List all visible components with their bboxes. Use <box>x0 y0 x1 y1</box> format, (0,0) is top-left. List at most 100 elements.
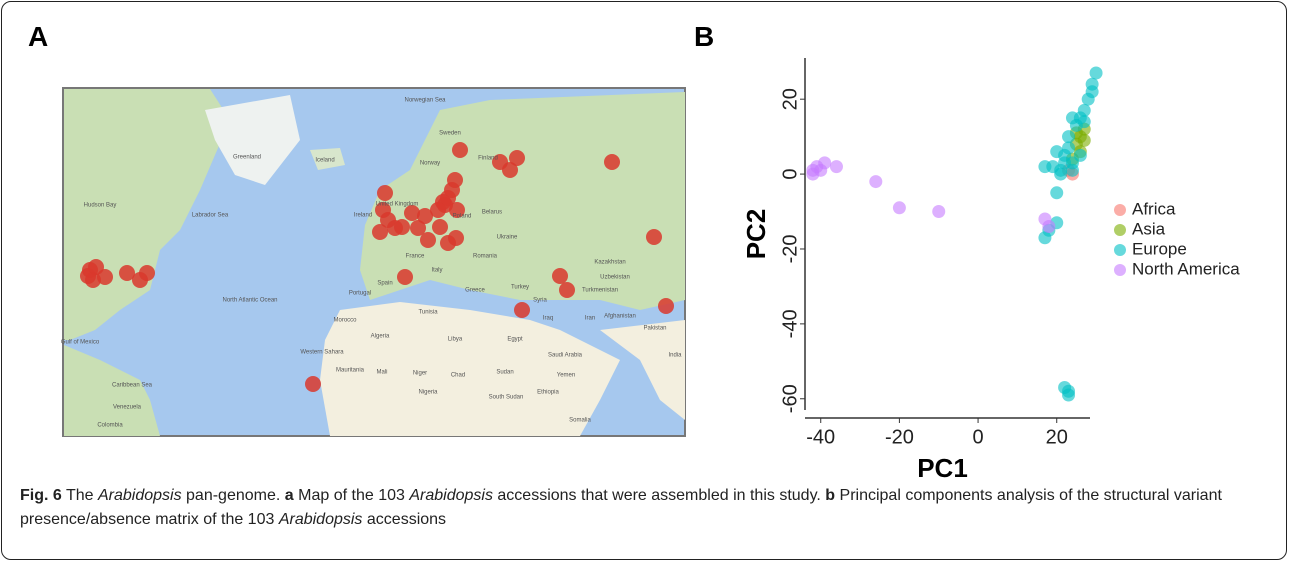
caption-text: b <box>825 487 836 504</box>
caption-text: accessions <box>366 511 447 528</box>
map-point <box>559 282 575 298</box>
map-point <box>88 259 104 275</box>
caption-text: The <box>65 487 94 504</box>
map-label: Afghanistan <box>604 314 636 320</box>
land <box>360 92 685 310</box>
map-label: Yemen <box>557 373 575 379</box>
map-point <box>377 185 393 201</box>
caption-label: Fig. 6 <box>20 487 62 504</box>
map-point <box>509 150 525 166</box>
map-label: Sweden <box>439 131 461 137</box>
map-label: Romania <box>473 254 498 260</box>
point <box>1062 130 1076 144</box>
map-label: Iran <box>585 316 595 322</box>
point <box>1089 66 1103 80</box>
y-tick-label: -20 <box>779 235 801 264</box>
point <box>1050 145 1064 159</box>
x-tick-label: 20 <box>1046 426 1068 448</box>
y-tick-label: -60 <box>779 384 801 413</box>
map-label: South Sudan <box>489 395 524 401</box>
caption-text: Arabidopsis <box>97 487 182 504</box>
map-point <box>139 265 155 281</box>
map-label: Turkmenistan <box>582 288 618 294</box>
map-labels: Greenland Iceland Norwegian Sea Hudson B… <box>61 98 682 429</box>
map-label: Nigeria <box>418 390 438 396</box>
point <box>829 160 843 174</box>
map-label: Greenland <box>233 155 261 161</box>
map-label: Hudson Bay <box>84 203 117 209</box>
map-label: Labrador Sea <box>192 213 229 219</box>
point <box>1062 141 1076 155</box>
legend-swatch <box>1114 204 1126 216</box>
map-point <box>502 162 518 178</box>
caption-text: Principal components analysis of the str… <box>20 487 1222 528</box>
map-point <box>404 205 420 221</box>
y-tick-label: -40 <box>779 309 801 338</box>
point <box>1085 85 1099 99</box>
point <box>1073 148 1087 162</box>
x-tick-label: 0 <box>973 426 984 448</box>
point <box>818 156 832 170</box>
point <box>892 201 906 215</box>
map-label: North Atlantic Ocean <box>222 298 277 304</box>
map-point <box>552 268 568 284</box>
map-label: Italy <box>431 268 442 274</box>
point <box>1042 220 1056 234</box>
caption-text: Map of the 103 <box>298 487 405 504</box>
y-tick-label: 0 <box>779 169 801 180</box>
point <box>1062 384 1076 398</box>
map-points <box>80 142 674 392</box>
map: Greenland Iceland Norwegian Sea Hudson B… <box>61 87 686 437</box>
map-label: Algeria <box>371 334 390 340</box>
map-label: Syria <box>533 298 547 304</box>
map-label: Tunisia <box>418 310 438 316</box>
map-label: United Kingdom <box>376 202 419 208</box>
map-label: Finland <box>478 156 498 162</box>
panel-label: A <box>28 21 48 52</box>
legend-label: Europe <box>1132 239 1187 258</box>
map-point <box>305 376 321 392</box>
figure: A B <box>28 21 1240 480</box>
legend-swatch <box>1114 264 1126 276</box>
map-label: Turkey <box>511 285 529 291</box>
land <box>205 95 300 185</box>
map-point <box>394 219 410 235</box>
point <box>1077 103 1091 117</box>
map-label: Iraq <box>543 316 553 322</box>
panel-label: B <box>694 21 714 52</box>
map-label: Sudan <box>496 370 513 376</box>
map-point <box>449 202 465 218</box>
point <box>1077 115 1091 129</box>
map-label: Venezuela <box>113 405 142 411</box>
map-label: Ireland <box>354 213 372 219</box>
map-point <box>514 302 530 318</box>
y-tick-label: 20 <box>779 88 801 110</box>
map-point <box>119 265 135 281</box>
map-point <box>646 229 662 245</box>
map-label: Chad <box>451 373 465 379</box>
map-point <box>372 224 388 240</box>
point <box>1065 163 1079 177</box>
map-point <box>447 172 463 188</box>
map-point <box>430 202 446 218</box>
map-label: Iceland <box>315 158 334 164</box>
map-point <box>410 220 426 236</box>
land <box>310 148 345 170</box>
map-label: Pakistan <box>643 326 666 332</box>
map-point <box>448 230 464 246</box>
caption-text: a <box>284 487 294 504</box>
map-label: Somalia <box>569 418 591 424</box>
map-point <box>432 219 448 235</box>
x-tick-label: -20 <box>885 426 914 448</box>
map-point <box>658 298 674 314</box>
land <box>600 320 685 420</box>
point <box>1038 231 1052 245</box>
map-label: Greece <box>465 288 485 294</box>
map-label: France <box>406 254 425 260</box>
map-label: Ukraine <box>497 235 518 241</box>
x-axis-label: PC1 <box>917 453 968 480</box>
legend-label: Africa <box>1132 199 1176 218</box>
map-label: Norway <box>420 161 440 167</box>
map-label: Poland <box>453 214 472 220</box>
